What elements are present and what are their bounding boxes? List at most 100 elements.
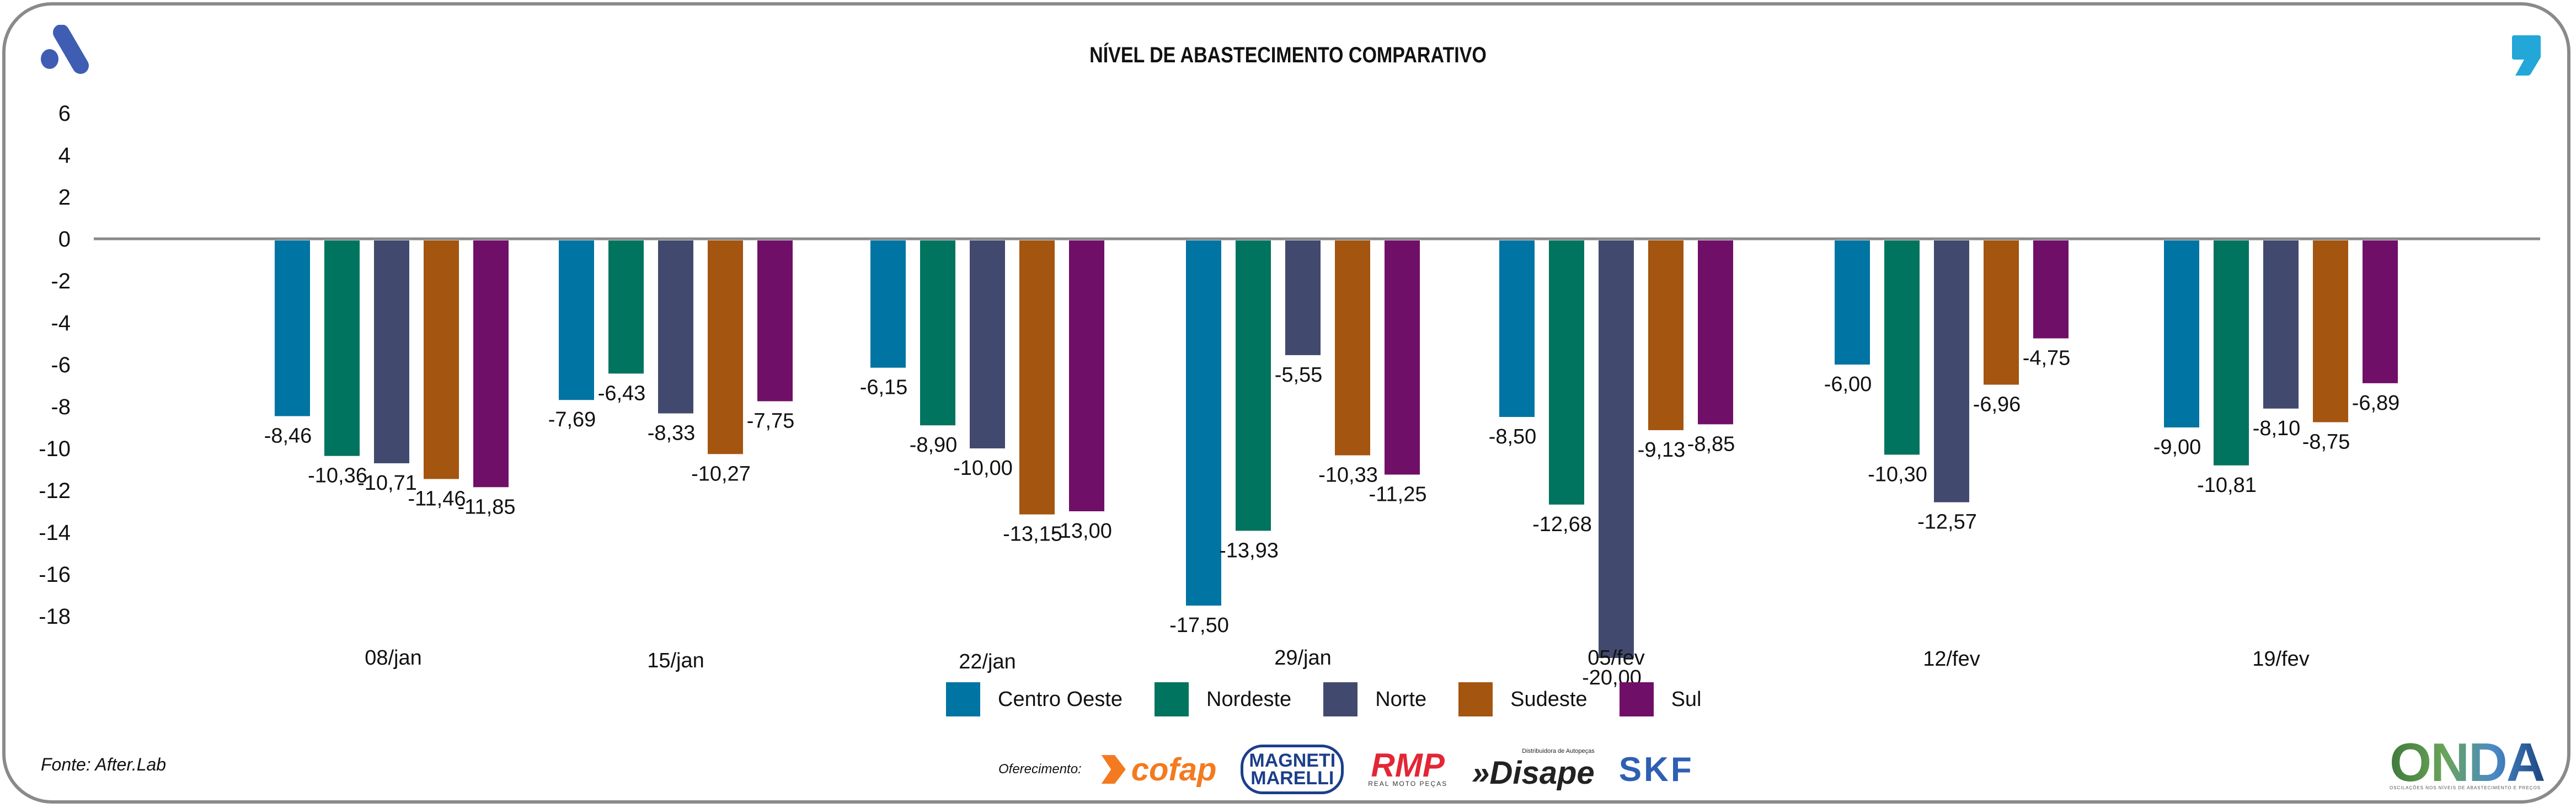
legend-item-norte[interactable]: Norte bbox=[1323, 682, 1426, 716]
bar bbox=[757, 240, 793, 402]
legend-swatch bbox=[1458, 682, 1493, 716]
x-category-label: 12/fev bbox=[1923, 648, 1980, 671]
quote-comma-logo-icon bbox=[2512, 35, 2541, 76]
x-category-label: 29/jan bbox=[1274, 646, 1332, 670]
x-category-label: 15/jan bbox=[647, 649, 704, 672]
legend-swatch bbox=[1619, 682, 1654, 716]
bar bbox=[559, 240, 594, 400]
legend-label: Norte bbox=[1375, 687, 1427, 711]
bar bbox=[2033, 240, 2069, 339]
y-tick-label: 2 bbox=[58, 185, 71, 210]
data-label: -8,85 bbox=[1687, 432, 1735, 456]
bar bbox=[1934, 240, 1969, 502]
legend: Centro Oeste Nordeste Norte Sudeste Sul bbox=[946, 682, 1734, 716]
y-tick-label: -4 bbox=[51, 311, 71, 335]
bar bbox=[1499, 240, 1535, 417]
data-label: -8,46 bbox=[264, 424, 312, 447]
rmp-logo: RMP REAL MOTO PEÇAS bbox=[1368, 749, 1448, 788]
aftermarket-a-logo-icon bbox=[41, 25, 89, 74]
bar bbox=[2363, 240, 2398, 383]
legend-item-nordeste[interactable]: Nordeste bbox=[1155, 682, 1291, 716]
bar bbox=[1335, 240, 1370, 456]
legend-label: Sudeste bbox=[1510, 687, 1588, 711]
y-tick-label: -6 bbox=[51, 353, 71, 377]
data-label: -13,15 bbox=[1003, 523, 1062, 546]
y-tick-label: -18 bbox=[39, 604, 71, 629]
bar bbox=[473, 240, 509, 488]
source-note: Fonte: After.Lab bbox=[41, 755, 167, 774]
legend-label: Sul bbox=[1671, 687, 1702, 711]
data-label: -5,55 bbox=[1275, 363, 1323, 387]
skf-logo: SKF bbox=[1619, 750, 1694, 789]
data-label: -8,50 bbox=[1489, 425, 1537, 448]
sponsor-label: Oferecimento: bbox=[998, 762, 1082, 777]
data-label: -8,90 bbox=[910, 434, 958, 457]
data-label: -11,46 bbox=[408, 487, 466, 510]
bar bbox=[708, 240, 743, 454]
bar bbox=[1385, 240, 1420, 475]
bar bbox=[324, 240, 360, 456]
bar bbox=[1069, 240, 1104, 511]
y-tick-label: -16 bbox=[39, 563, 71, 587]
bar bbox=[1236, 240, 1271, 531]
bar bbox=[1698, 240, 1733, 425]
bar bbox=[424, 240, 459, 479]
legend-swatch bbox=[1323, 682, 1358, 716]
data-label: -7,69 bbox=[548, 408, 596, 431]
data-label: -10,36 bbox=[308, 464, 367, 488]
bar bbox=[658, 240, 693, 414]
bar bbox=[2164, 240, 2199, 427]
y-tick-label: -8 bbox=[51, 395, 71, 419]
cofap-logo: cofap bbox=[1101, 751, 1217, 788]
data-label: -10,33 bbox=[1318, 464, 1378, 487]
y-tick-label: -10 bbox=[39, 437, 71, 461]
y-tick-label: -14 bbox=[39, 521, 71, 545]
bar bbox=[608, 240, 644, 374]
bar bbox=[1984, 240, 2019, 385]
disape-wordmark: »Disape bbox=[1472, 755, 1595, 791]
data-label: -13,93 bbox=[1219, 539, 1279, 562]
onda-subtitle: OSCILAÇÕES NOS NÍVEIS DE ABASTECIMENTO E… bbox=[2390, 785, 2541, 790]
cofap-arrow-icon bbox=[1101, 755, 1126, 784]
bar bbox=[2214, 240, 2249, 465]
cofap-wordmark: cofap bbox=[1131, 751, 1217, 788]
data-label: -6,96 bbox=[1973, 393, 2021, 416]
bar bbox=[1884, 240, 1920, 455]
bar bbox=[1019, 240, 1055, 515]
data-label: -6,43 bbox=[598, 382, 646, 405]
legend-item-sul[interactable]: Sul bbox=[1619, 682, 1702, 716]
data-label: -12,68 bbox=[1532, 513, 1592, 536]
data-label: -10,71 bbox=[357, 472, 417, 495]
legend-label: Nordeste bbox=[1206, 687, 1292, 711]
x-category-label: 22/jan bbox=[959, 650, 1016, 673]
data-label: -10,27 bbox=[691, 462, 751, 485]
y-tick-label: 6 bbox=[58, 101, 71, 126]
x-category-label: 05/fev bbox=[1588, 646, 1645, 670]
legend-swatch bbox=[1155, 682, 1189, 716]
rmp-wordmark: RMP bbox=[1371, 747, 1445, 784]
data-label: -8,33 bbox=[648, 422, 696, 445]
magneti-wordmark: MAGNETI bbox=[1249, 750, 1336, 771]
bar bbox=[1648, 240, 1684, 430]
legend-item-sudeste[interactable]: Sudeste bbox=[1458, 682, 1588, 716]
data-label: -12,57 bbox=[1917, 511, 1977, 534]
marelli-wordmark: MARELLI bbox=[1250, 768, 1334, 789]
magneti-marelli-logo: MAGNETI MARELLI bbox=[1241, 745, 1344, 794]
rmp-subtitle: REAL MOTO PEÇAS bbox=[1368, 780, 1448, 788]
data-label: -7,75 bbox=[747, 410, 795, 433]
chart-title: NÍVEL DE ABASTECIMENTO COMPARATIVO bbox=[1089, 43, 1487, 67]
disape-logo: Distribuidora de Autopeças »Disape bbox=[1472, 748, 1594, 791]
bar bbox=[1835, 240, 1870, 365]
data-label: -6,00 bbox=[1824, 373, 1872, 396]
bar bbox=[1549, 240, 1584, 505]
bar bbox=[970, 240, 1005, 448]
bar bbox=[2313, 240, 2348, 422]
data-label: -13,00 bbox=[1052, 520, 1112, 543]
legend-item-centro-oeste[interactable]: Centro Oeste bbox=[946, 682, 1123, 716]
data-label: -8,10 bbox=[2253, 417, 2301, 440]
data-label: -4,75 bbox=[2023, 347, 2071, 370]
data-label: -8,75 bbox=[2302, 431, 2350, 454]
data-label: -10,30 bbox=[1868, 463, 1927, 486]
bar bbox=[920, 240, 955, 426]
